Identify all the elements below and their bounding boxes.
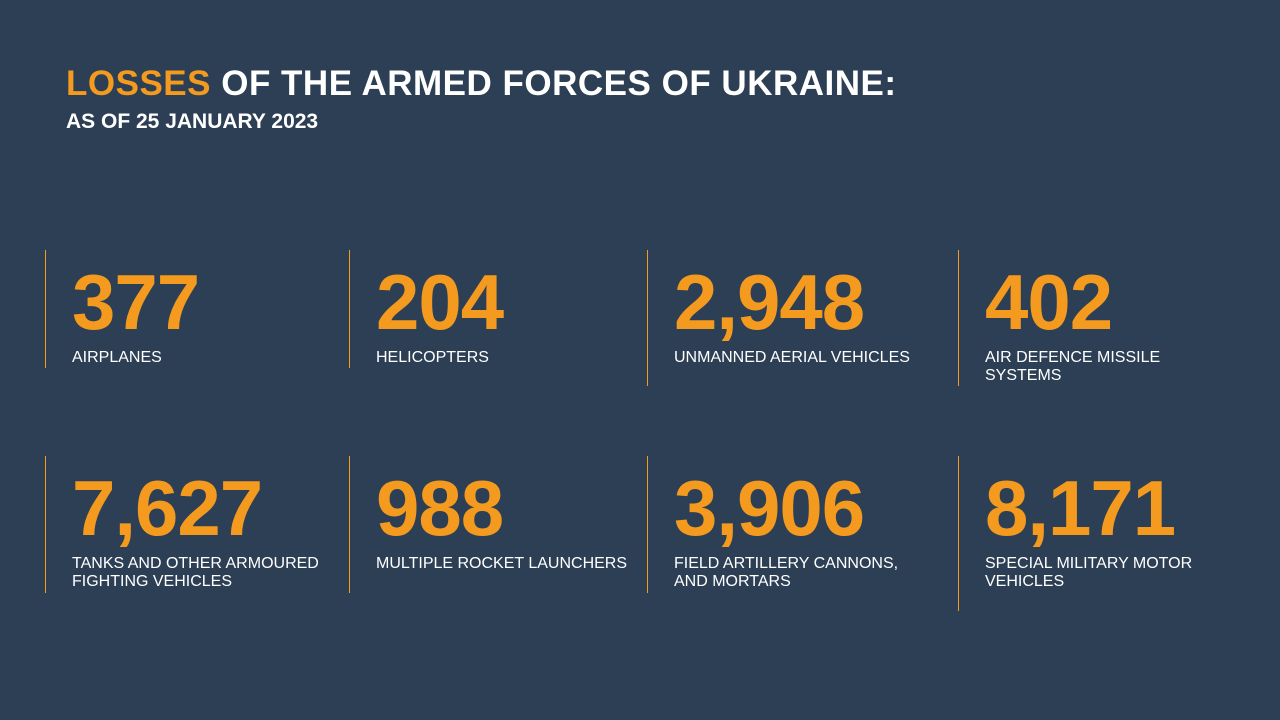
stat-value: 3,906 — [674, 464, 865, 552]
stat-item: 988 MULTIPLE ROCKET LAUNCHERS — [349, 456, 627, 593]
stat-label-line: FIELD ARTILLERY CANNONS, — [674, 555, 899, 572]
stat-value: 8,171 — [985, 464, 1176, 552]
title-rest: OF THE ARMED FORCES OF UKRAINE: — [221, 64, 897, 103]
stat-label: MULTIPLE ROCKET LAUNCHERS — [376, 555, 627, 573]
stat-label-line: FIGHTING VEHICLES — [72, 573, 233, 590]
stat-label-line: SYSTEMS — [985, 367, 1062, 384]
stat-label: FIELD ARTILLERY CANNONS, AND MORTARS — [674, 555, 898, 591]
stat-value: 377 — [72, 258, 200, 346]
stat-label-line: TANKS AND OTHER ARMOURED — [72, 555, 319, 572]
stat-label-line: MULTIPLE ROCKET LAUNCHERS — [376, 555, 628, 572]
stat-label: SPECIAL MILITARY MOTOR VEHICLES — [985, 555, 1192, 591]
stat-item: 204 HELICOPTERS — [349, 250, 504, 368]
stat-label-line: UNMANNED AERIAL VEHICLES — [674, 349, 910, 366]
stat-label-line: AIRPLANES — [72, 349, 162, 366]
stat-value: 2,948 — [674, 258, 865, 346]
stat-label: TANKS AND OTHER ARMOURED FIGHTING VEHICLE… — [72, 555, 319, 591]
stat-label: UNMANNED AERIAL VEHICLES — [674, 349, 910, 367]
stat-label: AIR DEFENCE MISSILE SYSTEMS — [985, 349, 1160, 385]
stat-label: HELICOPTERS — [376, 349, 503, 367]
stat-item: 2,948 UNMANNED AERIAL VEHICLES — [647, 250, 910, 386]
stat-item: 7,627 TANKS AND OTHER ARMOURED FIGHTING VE… — [45, 456, 319, 593]
stat-value: 7,627 — [72, 464, 263, 552]
stat-label-line: AND MORTARS — [674, 573, 791, 590]
stat-value: 988 — [376, 464, 504, 552]
title: LOSSES OF THE ARMED FORCES OF UKRAINE: — [66, 64, 897, 104]
stat-item: 377 AIRPLANES — [45, 250, 200, 368]
stat-label-line: AIR DEFENCE MISSILE — [985, 349, 1161, 366]
stat-value: 204 — [376, 258, 504, 346]
subtitle: AS OF 25 JANUARY 2023 — [66, 110, 319, 133]
stat-value: 402 — [985, 258, 1113, 346]
stat-label-line: HELICOPTERS — [376, 349, 489, 366]
stat-label-line: VEHICLES — [985, 573, 1065, 590]
stat-item: 3,906 FIELD ARTILLERY CANNONS, AND MORTARS — [647, 456, 898, 593]
stat-label-line: SPECIAL MILITARY MOTOR — [985, 555, 1193, 572]
stat-item: 8,171 SPECIAL MILITARY MOTOR VEHICLES — [958, 456, 1192, 611]
stat-label: AIRPLANES — [72, 349, 199, 367]
stat-item: 402 AIR DEFENCE MISSILE SYSTEMS — [958, 250, 1160, 386]
title-highlight: LOSSES — [66, 64, 211, 103]
